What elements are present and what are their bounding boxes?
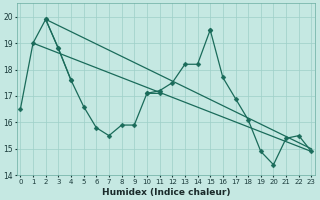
X-axis label: Humidex (Indice chaleur): Humidex (Indice chaleur): [102, 188, 230, 197]
